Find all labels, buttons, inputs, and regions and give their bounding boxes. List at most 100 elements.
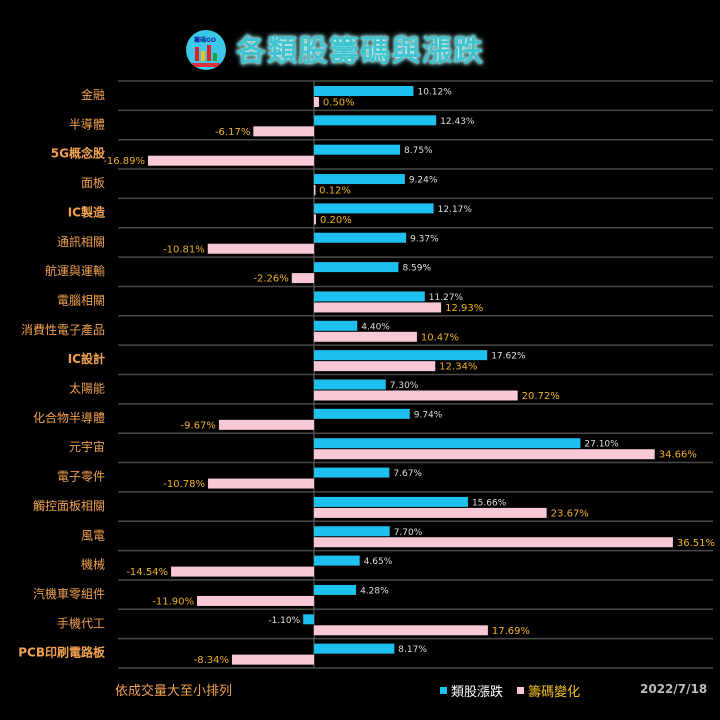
sector-bar	[314, 262, 399, 273]
chart-title: 各類股籌碼與漲跌	[236, 34, 484, 69]
sector-bar	[314, 232, 407, 243]
sector-bar	[314, 408, 410, 419]
chip-bar	[314, 625, 488, 636]
category-label: 風電	[81, 528, 105, 542]
sector-value-label: 12.17%	[438, 205, 473, 215]
chip-value-label: 17.69%	[492, 626, 530, 637]
chip-bar	[197, 595, 314, 606]
chip-value-label: 36.51%	[677, 538, 715, 549]
legend-swatch-sector	[440, 687, 447, 694]
category-label: 電子零件	[57, 470, 105, 484]
chip-value-label: -14.54%	[126, 567, 168, 578]
sector-bar	[314, 438, 581, 449]
chip-bar	[171, 566, 314, 577]
legend: 類股漲跌 籌碼變化	[440, 681, 580, 700]
category-label: 面板	[81, 176, 105, 190]
sector-value-label: 9.74%	[414, 410, 443, 420]
sector-value-label: 10.12%	[417, 88, 452, 98]
category-label: 化合物半導體	[33, 410, 105, 425]
chip-value-label: -6.17%	[215, 127, 250, 138]
category-label: 電腦相關	[57, 292, 105, 307]
category-label: PCB印刷電路板	[18, 645, 106, 660]
chip-bar	[314, 185, 316, 196]
category-label: IC製造	[68, 204, 106, 219]
chip-value-label: -11.90%	[152, 596, 194, 607]
sector-value-label: 9.37%	[410, 234, 439, 244]
chip-bar	[314, 390, 518, 401]
sector-value-label: 7.30%	[390, 381, 419, 391]
chip-bar	[314, 97, 319, 107]
sector-value-label: 7.67%	[393, 469, 422, 479]
legend-label-sector: 類股漲跌	[451, 685, 504, 700]
chip-bar	[291, 273, 314, 284]
chip-bar	[314, 331, 417, 342]
sector-value-label: 4.65%	[364, 557, 393, 567]
sector-value-label: 12.43%	[440, 117, 475, 127]
sector-value-label: 9.24%	[409, 176, 438, 186]
sector-bar	[314, 291, 425, 302]
chip-bar	[218, 419, 314, 430]
sector-value-label: 15.66%	[472, 498, 507, 508]
category-label: 太陽能	[69, 381, 105, 396]
sector-bar	[314, 379, 386, 390]
category-label: IC設計	[68, 351, 105, 366]
chip-value-label: -10.78%	[163, 479, 205, 490]
sector-bar	[314, 320, 358, 331]
chip-value-label: 12.34%	[439, 362, 477, 373]
chip-bar	[314, 302, 442, 313]
sector-bar	[314, 467, 390, 478]
sector-value-label: 8.17%	[398, 645, 427, 655]
sector-value-label: 17.62%	[491, 352, 526, 362]
category-label: 手機代工	[57, 615, 105, 630]
chip-bar	[147, 155, 314, 166]
sector-bar	[314, 526, 390, 537]
chip-value-label: -8.34%	[194, 655, 229, 666]
sector-value-label: 8.75%	[404, 146, 433, 156]
sector-value-label: 27.10%	[584, 440, 619, 450]
chip-value-label: 0.20%	[320, 215, 352, 226]
category-label: 汽機車零組件	[33, 586, 105, 601]
sector-bar	[303, 614, 314, 625]
sector-bar	[314, 643, 395, 654]
category-label: 航運與運輸	[45, 263, 105, 278]
sector-bar	[314, 584, 357, 595]
sector-bar	[314, 86, 414, 96]
chip-bar	[314, 214, 316, 225]
sector-bar	[314, 115, 437, 126]
category-label: 機械	[81, 557, 105, 572]
sector-value-label: 8.59%	[402, 264, 431, 274]
category-label: 消費性電子產品	[21, 322, 105, 337]
category-label: 金融	[81, 87, 105, 102]
logo-text: 籌碼GO	[194, 37, 217, 44]
date-label: 2022/7/18	[640, 682, 708, 696]
sector-bar	[314, 174, 405, 185]
legend-swatch-chip	[517, 687, 525, 694]
chip-bar	[232, 654, 314, 665]
sector-bar	[314, 203, 434, 214]
chip-bar	[314, 537, 673, 548]
legend-label-chip: 籌碼變化	[528, 685, 581, 700]
chip-value-label: -9.67%	[181, 420, 216, 431]
sector-value-label: 7.70%	[394, 528, 423, 538]
chip-bar	[314, 449, 655, 460]
category-label: 通訊相關	[57, 234, 105, 249]
sector-bar	[314, 555, 360, 566]
chip-value-label: 0.12%	[319, 186, 351, 197]
logo: 籌碼GO	[186, 30, 226, 70]
sector-bar	[314, 144, 401, 155]
chip-bar	[314, 361, 436, 372]
sector-value-label: 4.28%	[360, 586, 389, 596]
chip-value-label: 34.66%	[659, 450, 697, 461]
sector-value-label: 4.40%	[361, 322, 390, 332]
chip-value-label: -16.89%	[103, 156, 145, 167]
chip-value-label: -2.26%	[253, 274, 288, 285]
chip-value-label: -10.81%	[163, 244, 205, 255]
chip-bar	[253, 126, 314, 137]
chip-value-label: 23.67%	[551, 508, 589, 519]
category-label: 半導體	[69, 117, 105, 131]
category-label: 觸控面板相關	[33, 498, 105, 513]
category-label: 5G概念股	[51, 146, 106, 161]
chip-value-label: 10.47%	[421, 332, 459, 343]
chip-bar	[314, 507, 547, 518]
